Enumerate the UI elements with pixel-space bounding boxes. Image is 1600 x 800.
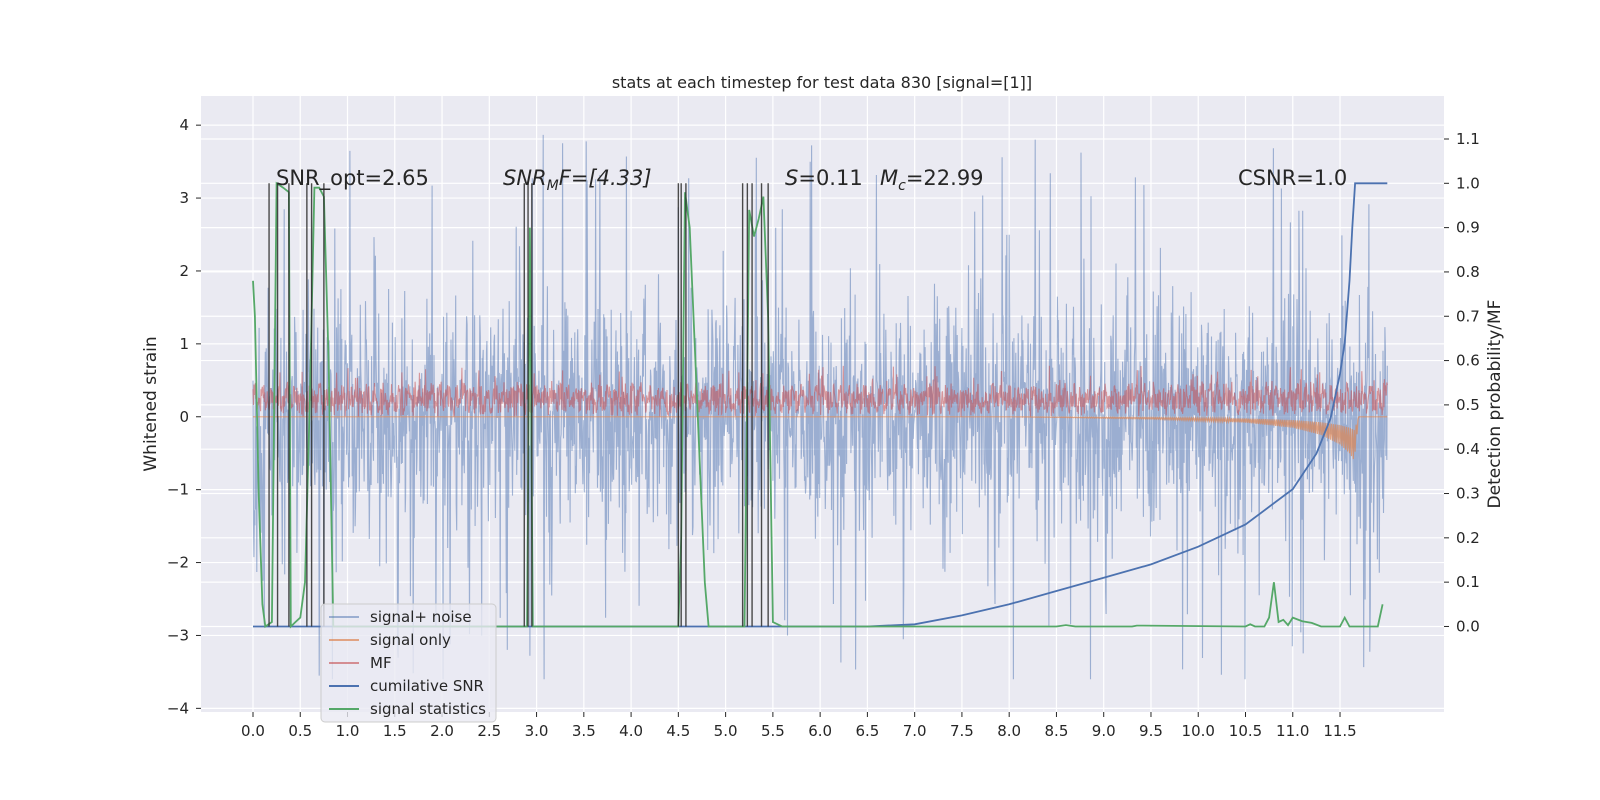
x-tick-label: 4.5 (666, 722, 690, 740)
snr-mf-annotation: SNRMF=[4.33] (503, 166, 652, 194)
x-tick-label: 0.5 (288, 722, 312, 740)
chart-title: stats at each timestep for test data 830… (612, 73, 1032, 92)
x-tick-label: 6.5 (855, 722, 879, 740)
x-tick-label: 0.0 (241, 722, 265, 740)
y-tick-label: 4 (179, 116, 189, 134)
mc-annotation: Mc=22.99 (880, 166, 984, 194)
x-tick-label: 9.5 (1139, 722, 1163, 740)
x-tick-label: 4.0 (619, 722, 643, 740)
y-tick-label: 3 (179, 189, 189, 207)
x-tick-label: 7.0 (903, 722, 927, 740)
s-value: =0.11 (798, 166, 862, 190)
mc-value: =22.99 (906, 166, 984, 190)
x-tick-label: 2.0 (430, 722, 454, 740)
y2-tick-label: 1.0 (1456, 174, 1480, 192)
tick-labels: 0.0 0.5 1.0 1.5 2.0 2.5 3.0 3.5 4.0 4.5 5.0 5.5 6.0 6… (167, 116, 1480, 740)
x-tick-label: 3.5 (572, 722, 596, 740)
y2-tick-label: 0.1 (1456, 573, 1480, 591)
annotations: SNR_opt=2.65 SNRMF=[4.33] S=0.11 Mc=22.9… (276, 166, 1347, 194)
snr-mf-sub: M (547, 178, 559, 194)
y-tick-label: −3 (167, 626, 189, 644)
y-axis-label: Whitened strain (141, 336, 161, 471)
legend-box (320, 603, 497, 723)
x-tick-label: 5.0 (714, 722, 738, 740)
y2-tick-label: 0.9 (1456, 219, 1480, 237)
y-tick-label: −4 (167, 699, 189, 717)
y2-tick-label: 0.0 (1456, 617, 1480, 635)
y2-tick-label: 0.3 (1456, 485, 1480, 503)
y-tick-label: 2 (179, 262, 189, 280)
x-tick-label: 7.5 (950, 722, 974, 740)
series-signal-noise (252, 134, 1388, 680)
s-symbol: S (785, 166, 798, 190)
x-tick-label: 3.0 (525, 722, 549, 740)
x-tick-label: 8.0 (997, 722, 1021, 740)
legend-label: signal+ noise (370, 608, 472, 626)
y2-tick-label: 0.4 (1456, 440, 1480, 458)
x-tick-label: 5.5 (761, 722, 785, 740)
snr-mf-rest: F=[4.33] (559, 166, 652, 190)
legend-label: MF (370, 654, 392, 672)
legend-label: signal only (370, 631, 451, 649)
legend-label: signal statistics (370, 700, 486, 718)
y-tick-label: −2 (167, 554, 189, 572)
snr-opt-annotation: SNR_opt=2.65 (276, 166, 429, 191)
x-tick-label: 1.5 (383, 722, 407, 740)
x-tick-label: 6.0 (808, 722, 832, 740)
vertical-markers (268, 183, 769, 627)
x-tick-label: 8.5 (1045, 722, 1069, 740)
legend: signal+ noise signal only MF cumilative SNR… (320, 603, 497, 723)
y2-tick-label: 0.2 (1456, 529, 1480, 547)
mc-symbol: M (880, 166, 898, 190)
y2-tick-label: 0.5 (1456, 396, 1480, 414)
y2-tick-label: 1.1 (1456, 130, 1480, 148)
y-tick-label: 0 (179, 408, 189, 426)
s-annotation: S=0.11 (785, 166, 863, 190)
snr-mf-prefix: SNR (503, 166, 547, 190)
y2-tick-label: 0.7 (1456, 307, 1480, 325)
y-tick-label: 1 (179, 335, 189, 353)
y2-tick-label: 0.6 (1456, 352, 1480, 370)
mc-sub: c (898, 178, 906, 194)
y2-tick-label: 0.8 (1456, 263, 1480, 281)
x-tick-label: 10.5 (1229, 722, 1262, 740)
series-cumulative-snr (253, 182, 1388, 628)
legend-label: cumilative SNR (370, 677, 484, 695)
series-signal-only (253, 415, 1388, 460)
series-mf (252, 365, 1388, 417)
x-tick-label: 9.0 (1092, 722, 1116, 740)
y2-axis-label: Detection probability/MF (1485, 300, 1505, 509)
csnr-annotation: CSNR=1.0 (1238, 166, 1347, 190)
x-tick-label: 1.0 (336, 722, 360, 740)
y-tick-label: −1 (167, 481, 189, 499)
x-tick-label: 11.0 (1276, 722, 1309, 740)
x-tick-label: 10.0 (1182, 722, 1215, 740)
x-tick-label: 2.5 (477, 722, 501, 740)
x-tick-label: 11.5 (1323, 722, 1356, 740)
